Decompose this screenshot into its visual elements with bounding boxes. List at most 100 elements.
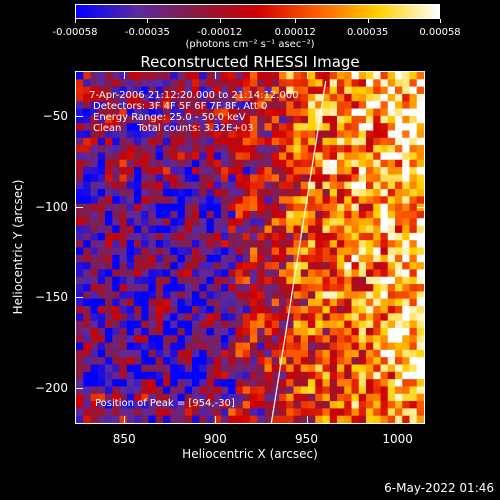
heatmap-cell [206, 327, 215, 336]
heatmap-cell [286, 79, 295, 88]
heatmap-cell [416, 189, 424, 197]
heatmap-cell [76, 335, 84, 344]
heatmap-cell [97, 349, 106, 358]
heatmap-cell [126, 415, 135, 423]
heatmap-cell [90, 240, 99, 249]
heatmap-cell [97, 262, 106, 271]
heatmap-cell [221, 130, 229, 139]
heatmap-cell [228, 298, 237, 307]
heatmap-cell [257, 298, 266, 307]
heatmap-cell [387, 357, 396, 366]
heatmap-cell [380, 174, 389, 183]
heatmap-cell [134, 130, 142, 139]
heatmap-cell [322, 306, 331, 314]
heatmap-cell [199, 357, 208, 366]
heatmap-cell [112, 159, 121, 168]
heatmap-cell [257, 415, 266, 423]
heatmap-cell [395, 86, 403, 95]
heatmap-cell [264, 262, 273, 271]
heatmap-cell [402, 291, 411, 300]
heatmap-cell [308, 401, 316, 409]
heatmap-cell [250, 291, 258, 300]
heatmap-cell [271, 79, 280, 88]
heatmap-cell [184, 262, 193, 271]
heatmap-cell [380, 115, 389, 124]
heatmap-cell [192, 357, 200, 366]
heatmap-cell [315, 210, 324, 219]
heatmap-cell [148, 262, 157, 271]
heatmap-cell [141, 159, 150, 168]
heatmap-cell [192, 306, 200, 314]
heatmap-cell [177, 93, 186, 102]
heatmap-cell [235, 254, 244, 263]
heatmap-cell [380, 232, 389, 241]
heatmap-cell [409, 320, 418, 329]
heatmap-cell [293, 167, 302, 175]
heatmap-cell [177, 108, 186, 117]
heatmap-cell [97, 269, 106, 278]
heatmap-cell [337, 408, 345, 417]
heatmap-cell [373, 298, 382, 307]
heatmap-cell [329, 196, 338, 205]
heatmap-cell [192, 364, 200, 373]
heatmap-cell [112, 401, 121, 409]
heatmap-cell [366, 371, 374, 380]
heatmap-cell [395, 327, 403, 336]
heatmap-cell [199, 115, 208, 124]
heatmap-cell [395, 137, 403, 146]
heatmap-cell [329, 167, 338, 175]
heatmap-cell [271, 181, 280, 190]
heatmap-cell [358, 298, 367, 307]
heatmap-cell [315, 379, 324, 388]
heatmap-cell [380, 262, 389, 271]
heatmap-cell [271, 225, 280, 234]
heatmap-cell [286, 240, 295, 249]
heatmap-cell [409, 108, 418, 117]
heatmap-cell [344, 335, 353, 344]
heatmap-cell [351, 306, 360, 314]
heatmap-cell [293, 181, 302, 190]
heatmap-cell [235, 393, 244, 402]
heatmap-cell [416, 327, 424, 336]
heatmap-cell [228, 203, 237, 212]
heatmap-cell [228, 101, 237, 110]
heatmap-cell [184, 327, 193, 336]
heatmap-cell [416, 152, 424, 161]
heatmap-cell [395, 335, 403, 344]
heatmap-cell [344, 306, 353, 314]
heatmap-cell [192, 210, 200, 219]
heatmap-cell [286, 247, 295, 256]
heatmap-cell [344, 349, 353, 358]
heatmap-cell [97, 327, 106, 336]
heatmap-cell [148, 247, 157, 256]
heatmap [76, 72, 424, 423]
heatmap-cell [242, 357, 251, 366]
heatmap-cell [395, 101, 403, 110]
heatmap-cell [105, 393, 113, 402]
heatmap-cell [177, 210, 186, 219]
heatmap-cell [134, 225, 142, 234]
heatmap-cell [126, 152, 135, 161]
heatmap-cell [206, 145, 215, 154]
heatmap-cell [329, 181, 338, 190]
heatmap-cell [177, 196, 186, 205]
heatmap-cell [242, 79, 251, 88]
heatmap-cell [192, 123, 200, 132]
heatmap-cell [337, 327, 345, 336]
heatmap-cell [257, 320, 266, 329]
heatmap-cell [264, 174, 273, 183]
heatmap-cell [373, 210, 382, 219]
heatmap-cell [402, 298, 411, 307]
heatmap-cell [90, 152, 99, 161]
heatmap-cell [373, 401, 382, 409]
heatmap-cell [221, 123, 229, 132]
heatmap-cell [387, 327, 396, 336]
heatmap-cell [76, 262, 84, 271]
heatmap-cell [366, 108, 374, 117]
heatmap-cell [112, 247, 121, 256]
heatmap-cell [170, 130, 179, 139]
heatmap-cell [119, 408, 128, 417]
heatmap-cell [358, 232, 367, 241]
heatmap-cell [177, 349, 186, 358]
heatmap-cell [177, 115, 186, 124]
